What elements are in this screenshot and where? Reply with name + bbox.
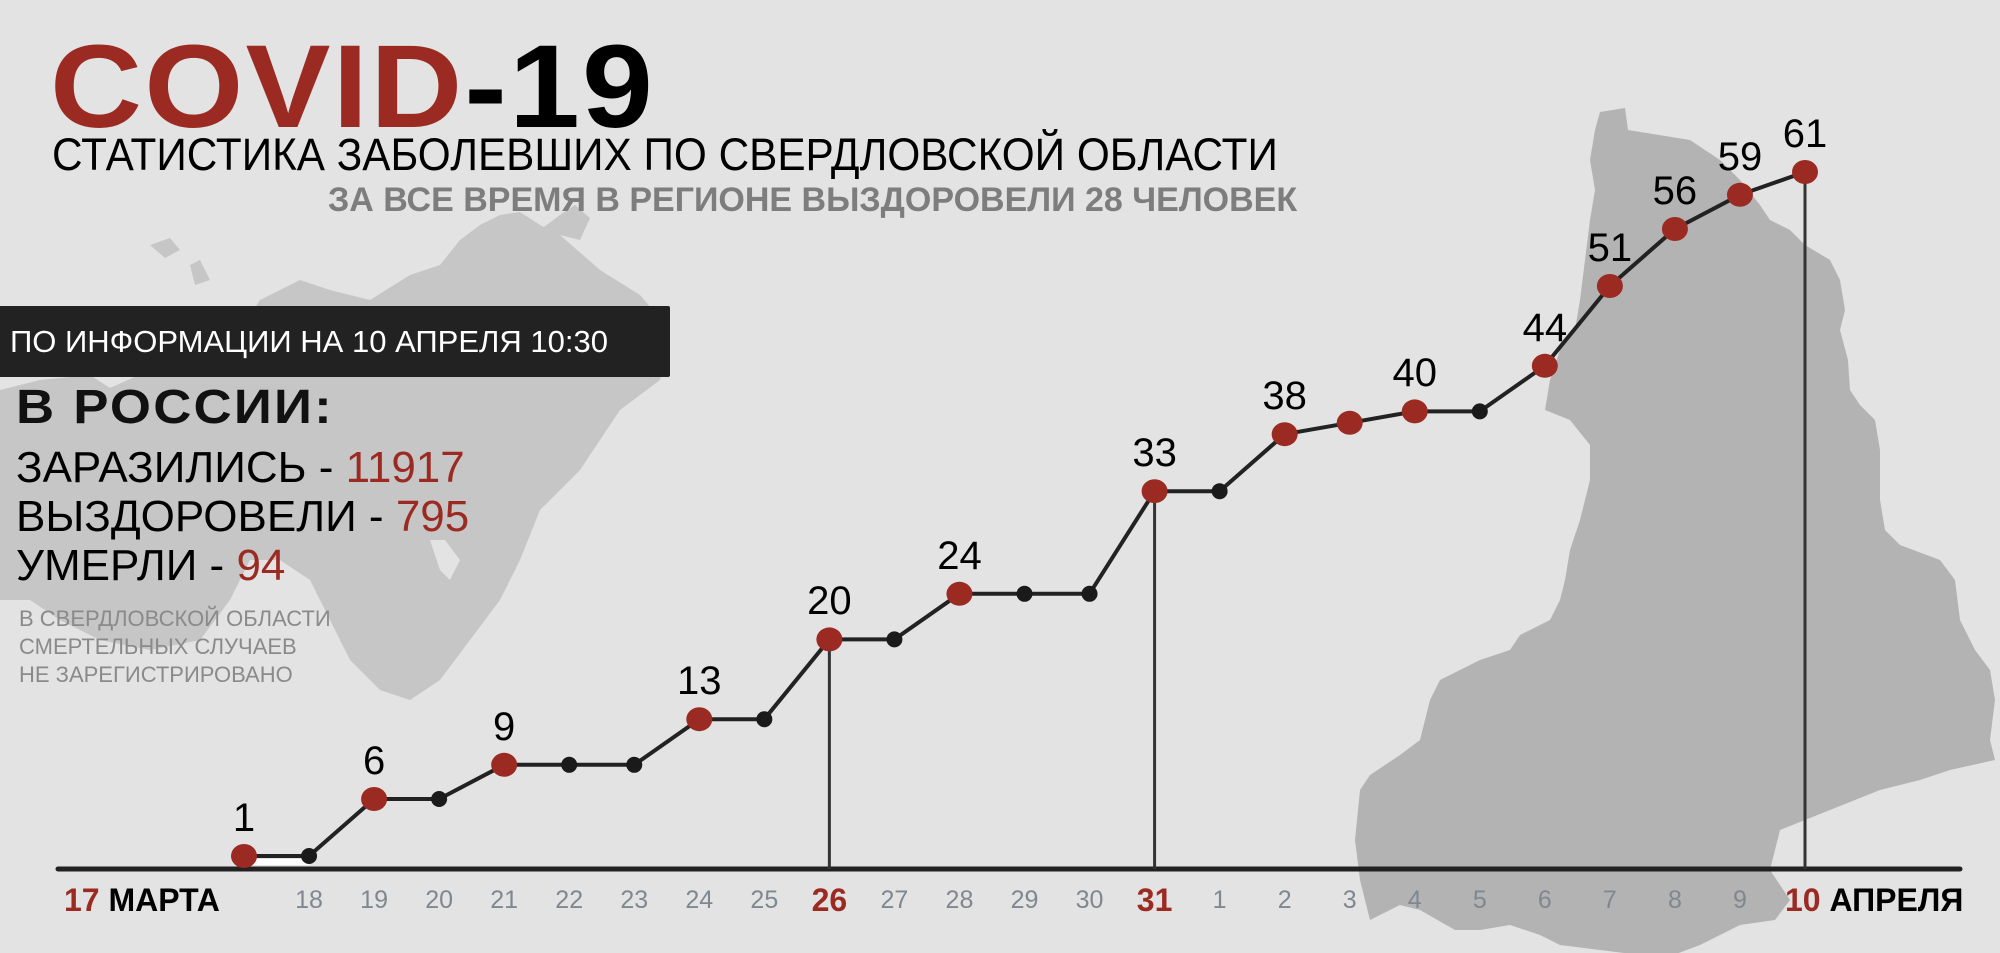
x-tick-label: 9 [1733, 886, 1747, 914]
point-value-label: 9 [493, 704, 516, 749]
data-point-flat [886, 631, 903, 648]
point-value-label: 56 [1652, 169, 1698, 213]
x-tick-label: 30 [1075, 886, 1104, 914]
stat-recovered: ВЫЗДОРОВЕЛИ - 795 [16, 495, 469, 539]
russia-heading: В РОССИИ: [16, 381, 334, 434]
stat-deaths-value: 94 [236, 541, 286, 590]
data-point-new [231, 844, 257, 868]
x-tick-label: 5 [1472, 886, 1487, 914]
data-point-flat [756, 711, 773, 728]
data-point-new [1141, 479, 1168, 504]
x-tick-label: 31 [1136, 882, 1173, 918]
x-tick-label: 8 [1667, 886, 1682, 914]
stat-infected-value: 11917 [345, 443, 465, 492]
data-point-new [361, 787, 388, 811]
data-point-new [1726, 182, 1753, 207]
x-tick-label: 20 [425, 886, 454, 914]
point-value-label: 13 [677, 659, 722, 704]
point-value-label: 24 [937, 533, 982, 578]
note-line: НЕ ЗАРЕГИСТРИРОВАНО [19, 662, 293, 687]
data-point-new [946, 581, 973, 606]
sverdlovsk-map-shape [1355, 108, 1995, 953]
data-point-new [491, 752, 518, 777]
x-tick-label: 23 [620, 886, 649, 914]
x-tick-label: 25 [750, 886, 779, 914]
data-point-flat [561, 756, 578, 773]
stat-deaths: УМЕРЛИ - 94 [16, 544, 285, 588]
note-line: В СВЕРДЛОВСКОЙ ОБЛАСТИ [19, 606, 331, 631]
x-tick-label: 1 [1212, 886, 1227, 914]
data-point-flat [626, 756, 643, 773]
recovered-note: ЗА ВСЕ ВРЕМЯ В РЕГИОНЕ ВЫЗДОРОВЕЛИ 28 ЧЕ… [328, 181, 1298, 219]
x-tick-label: 3 [1342, 886, 1357, 914]
data-point-flat [431, 791, 448, 807]
axis-end-month: АПРЕЛЯ [1829, 882, 1964, 918]
sverdlovsk-deaths-note: В СВЕРДЛОВСКОЙ ОБЛАСТИ СМЕРТЕЛЬНЫХ СЛУЧА… [19, 605, 331, 689]
axis-start-day: 17 [64, 882, 100, 918]
point-value-label: 44 [1522, 305, 1568, 350]
point-value-label: 20 [807, 579, 852, 624]
chart-series [231, 160, 1818, 869]
axis-start-month: МАРТА [108, 882, 220, 918]
axis-end-day: 10 [1785, 882, 1821, 918]
page-title: COVID-19 [50, 28, 655, 146]
point-value-label: 40 [1392, 351, 1438, 396]
x-tick-label: 19 [360, 886, 388, 914]
data-point-new [1271, 422, 1298, 447]
x-tick-label: 7 [1602, 886, 1617, 914]
title-covid: COVID [50, 21, 465, 153]
data-point-new [1531, 353, 1558, 378]
data-point-new [1661, 217, 1688, 241]
x-tick-label: 29 [1010, 886, 1039, 914]
data-point-new [686, 707, 713, 732]
x-tick-label: 22 [555, 886, 584, 914]
point-value-label: 38 [1262, 374, 1307, 419]
x-tick-label: 4 [1407, 886, 1422, 914]
stat-deaths-label: УМЕРЛИ - [16, 541, 237, 590]
page-subtitle: СТАТИСТИКА ЗАБОЛЕВШИХ ПО СВЕРДЛОВСКОЙ ОБ… [52, 129, 1278, 180]
point-value-label: 61 [1782, 112, 1828, 156]
point-value-label: 51 [1587, 226, 1633, 270]
stat-infected: ЗАРАЗИЛИСЬ - 11917 [16, 446, 465, 490]
x-tick-label: 18 [295, 886, 323, 914]
data-point-new [1336, 410, 1363, 435]
title-19: -19 [464, 21, 656, 153]
data-point-flat [301, 848, 318, 864]
axis-start-label: 17 МАРТА [64, 884, 220, 916]
x-tick-label: 6 [1537, 886, 1552, 914]
data-point-flat [1471, 403, 1488, 420]
data-point-flat [1211, 483, 1228, 500]
point-value-label: 6 [362, 739, 386, 783]
point-value-label: 33 [1132, 431, 1177, 476]
stat-recovered-value: 795 [395, 492, 470, 541]
point-value-label: 59 [1717, 134, 1763, 179]
stat-infected-label: ЗАРАЗИЛИСЬ - [16, 443, 346, 492]
data-point-new [816, 627, 843, 652]
x-tick-label: 27 [880, 886, 909, 914]
axis-end-label: 10 АПРЕЛЯ [1785, 884, 1963, 916]
data-point-new [1792, 160, 1818, 184]
info-date-bar: ПО ИНФОРМАЦИИ НА 10 АПРЕЛЯ 10:30 [0, 306, 670, 377]
data-point-new [1401, 399, 1428, 424]
x-tick-label: 28 [945, 886, 974, 914]
x-tick-label: 26 [811, 882, 848, 918]
data-point-new [1596, 274, 1623, 298]
note-line: СМЕРТЕЛЬНЫХ СЛУЧАЕВ [19, 634, 297, 659]
data-point-flat [1081, 585, 1098, 602]
x-tick-label: 2 [1277, 886, 1292, 914]
stat-recovered-label: ВЫЗДОРОВЕЛИ - [16, 492, 396, 541]
info-date-text: ПО ИНФОРМАЦИИ НА 10 АПРЕЛЯ 10:30 [10, 323, 608, 359]
data-point-flat [1016, 585, 1033, 602]
x-tick-label: 21 [490, 886, 519, 914]
x-tick-label: 24 [685, 886, 714, 914]
point-value-label: 1 [232, 796, 256, 840]
